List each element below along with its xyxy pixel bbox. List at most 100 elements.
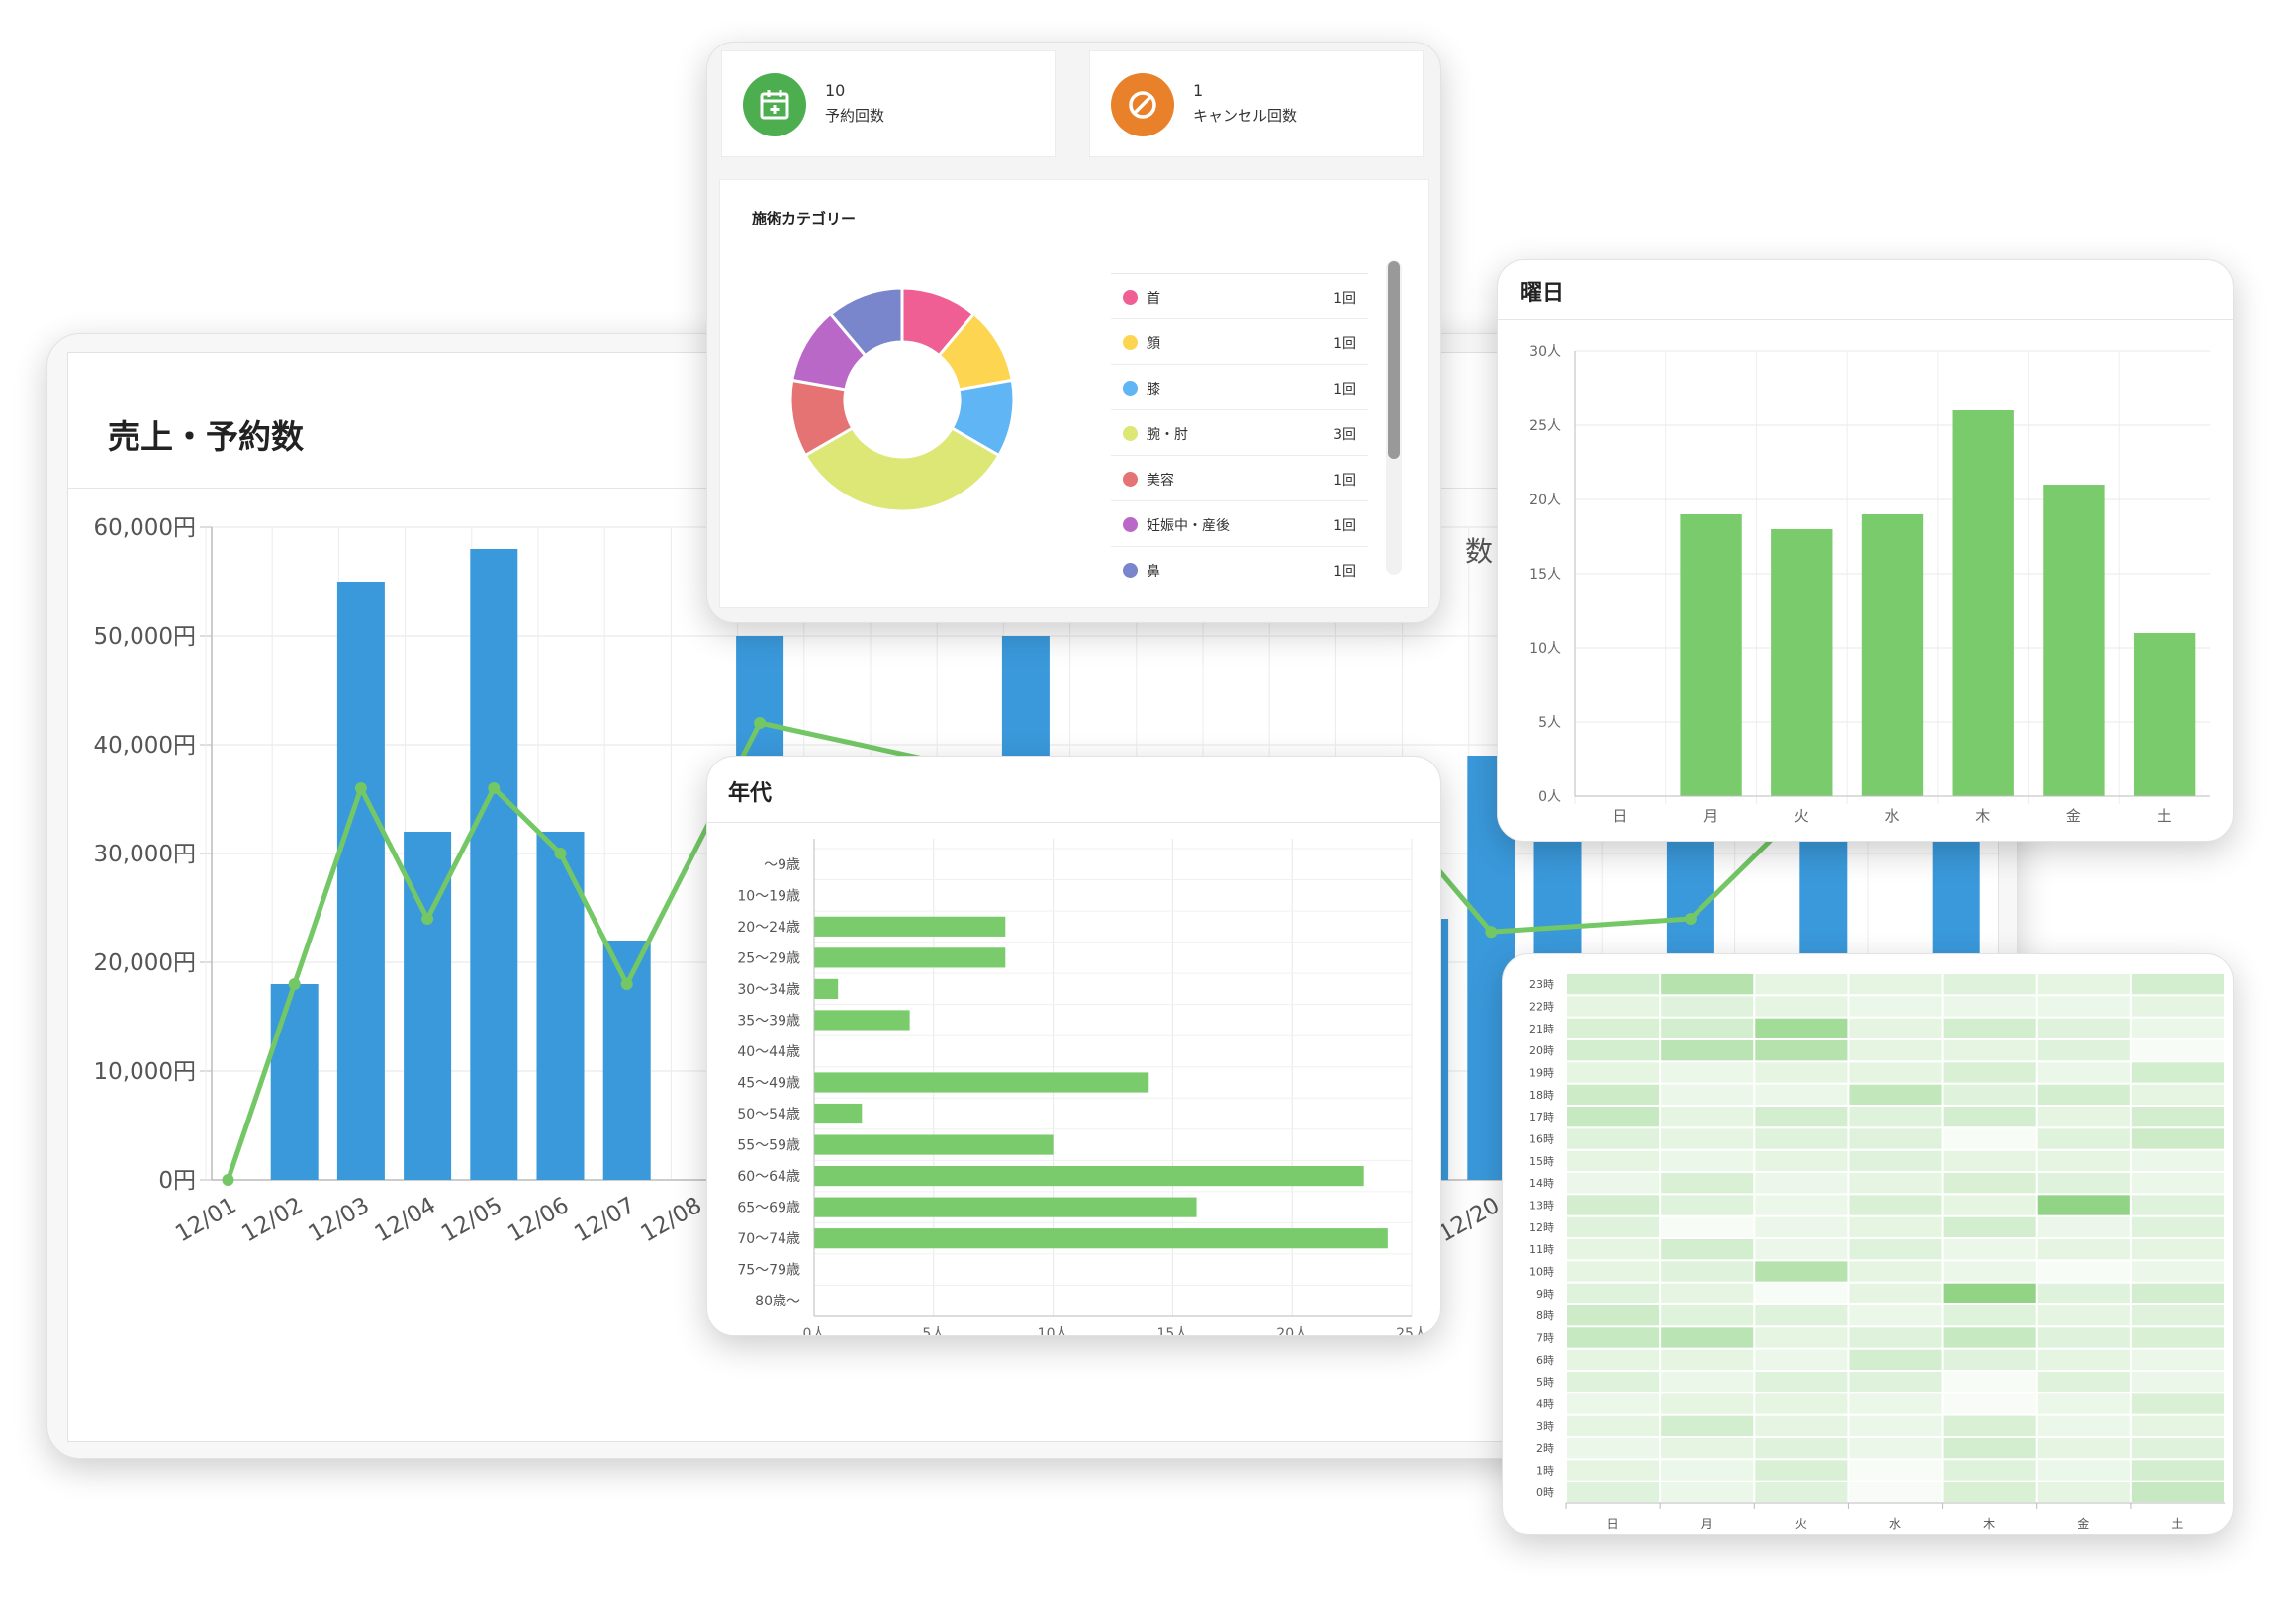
heatmap-hour-label: 3時 <box>1536 1420 1554 1433</box>
heatmap-cell <box>1661 1349 1754 1370</box>
heatmap-cell <box>1755 1018 1848 1038</box>
heatmap-cell <box>1661 1216 1754 1237</box>
heatmap-cell <box>1567 1062 1660 1083</box>
heatmap-cell <box>1661 1107 1754 1127</box>
heatmap-cell <box>1567 1372 1660 1392</box>
legend-swatch <box>1123 426 1138 441</box>
category-legend: 首 1回顔 1回膝 1回 腕・肘 3回 美容 1回 妊娠中・産後 1回鼻 1回 <box>1111 273 1368 584</box>
heatmap-cell <box>2037 1084 2130 1105</box>
heatmap-cell <box>1943 996 2036 1017</box>
heatmap-hour-label: 10時 <box>1529 1266 1554 1279</box>
heatmap-cell <box>1661 1415 1754 1436</box>
age-card: 年代 0人 5人 10人 15人 20人 25人 〜9歳 10〜19歳 20〜24歳 25〜29歳… <box>706 756 1441 1336</box>
heatmap-cell <box>1943 1438 2036 1459</box>
heatmap-cell <box>1567 1261 1660 1282</box>
bookings-line <box>226 720 1957 1181</box>
weekday-y-tick-label: 30人 <box>1529 344 1561 360</box>
legend-item: 腕・肘 3回 <box>1111 410 1368 456</box>
heatmap-cell <box>1755 1150 1848 1171</box>
heatmap-cell <box>1661 1173 1754 1194</box>
heatmap-cell <box>2131 1482 2224 1502</box>
heatmap-cell <box>1567 1438 1660 1459</box>
heatmap-cell <box>1849 1216 1942 1237</box>
heatmap-cell <box>1849 1372 1942 1392</box>
heatmap-cell <box>1849 1128 1942 1149</box>
age-y-tick-label: 75〜79歳 <box>737 1263 800 1279</box>
heatmap-cell <box>1943 1460 2036 1481</box>
sales-x-tick-label: 12/06 <box>504 1193 573 1248</box>
heatmap-cell <box>1661 1261 1754 1282</box>
legend-swatch <box>1123 472 1138 487</box>
heatmap-cell <box>2131 1040 2224 1061</box>
heatmap-hour-label: 7時 <box>1536 1332 1554 1345</box>
heatmap-hour-label: 21時 <box>1529 1023 1554 1035</box>
heatmap-cell <box>1755 1062 1848 1083</box>
sales-y-tick-label: 0円 <box>158 1168 196 1194</box>
weekday-x-tick-label: 火 <box>1794 807 1809 825</box>
heatmap-cell <box>1755 1482 1848 1502</box>
weekday-bar <box>1771 529 1833 796</box>
age-bar <box>814 947 1006 968</box>
heatmap-cell <box>2037 1128 2130 1149</box>
sales-x-tick-label: 12/04 <box>371 1193 440 1248</box>
heatmap-cell <box>2037 1438 2130 1459</box>
age-bar <box>814 978 839 999</box>
heatmap-cell <box>1943 1173 2036 1194</box>
hour-weekday-heatmap: 23時 22時 21時 20時 19時 18時 17時 16時 15時 14時 13時 12時 11時 1… <box>1529 974 2225 1531</box>
heatmap-cell <box>2037 1150 2130 1171</box>
heatmap-cell <box>2131 1393 2224 1414</box>
age-y-tick-label: 55〜59歳 <box>737 1138 800 1154</box>
heatmap-cell <box>1661 1040 1754 1061</box>
heatmap-cell <box>1755 974 1848 995</box>
heatmap-day-label: 水 <box>1889 1517 1901 1531</box>
weekday-title-divider <box>1498 319 2233 320</box>
age-y-tick-label: 45〜49歳 <box>737 1076 800 1092</box>
heatmap-day-label: 土 <box>2171 1517 2183 1531</box>
heatmap-cell <box>1943 1195 2036 1215</box>
age-x-tick-label: 0人 <box>803 1326 826 1336</box>
legend-scrollbar-thumb[interactable] <box>1388 261 1400 459</box>
heatmap-cell <box>1943 1349 2036 1370</box>
heatmap-cell <box>2037 1482 2130 1502</box>
heatmap-cell <box>1943 1372 2036 1392</box>
heatmap-cell <box>2037 1216 2130 1237</box>
heatmap-cell <box>2037 1460 2130 1481</box>
heatmap-cell <box>1849 1239 1942 1260</box>
age-y-tick-label: 〜9歳 <box>764 857 800 873</box>
weekday-y-tick-label: 25人 <box>1529 418 1561 434</box>
heatmap-cell <box>1755 1393 1848 1414</box>
age-y-tick-label: 60〜64歳 <box>737 1169 800 1185</box>
sales-y-tick-label: 40,000円 <box>94 733 196 759</box>
age-y-tick-label: 80歳〜 <box>755 1294 800 1309</box>
bookings-point <box>620 978 633 990</box>
heatmap-cell <box>1849 1084 1942 1105</box>
legend-label: 腕・肘 <box>1147 427 1188 443</box>
heatmap-cell <box>1849 1173 1942 1194</box>
heatmap-cell <box>1661 1150 1754 1171</box>
heatmap-cell <box>1943 1283 2036 1303</box>
heatmap-day-label: 金 <box>2077 1516 2089 1531</box>
heatmap-cell <box>1567 1482 1660 1502</box>
age-y-tick-label: 25〜29歳 <box>737 950 800 966</box>
heatmap-cell <box>1755 1239 1848 1260</box>
weekday-x-tick-label: 月 <box>1703 807 1718 825</box>
bookings-point <box>488 782 501 794</box>
age-x-tick-label: 20人 <box>1276 1326 1308 1336</box>
heatmap-cell <box>1567 1393 1660 1414</box>
heatmap-cell <box>2037 1327 2130 1348</box>
heatmap-hour-label: 1時 <box>1536 1465 1554 1478</box>
age-bar <box>814 1103 863 1124</box>
heatmap-cell <box>2131 1283 2224 1303</box>
heatmap-cell <box>1661 1239 1754 1260</box>
heatmap-hour-label: 20時 <box>1529 1044 1554 1057</box>
heatmap-cell <box>2037 1107 2130 1127</box>
weekday-x-tick-label: 金 <box>2066 807 2081 825</box>
heatmap-cell <box>1755 1128 1848 1149</box>
heatmap-cell <box>1849 1393 1942 1414</box>
legend-item: 膝 1回 <box>1111 365 1368 410</box>
weekday-card: 曜日 0人 5人 10人 15人 20人 25人 30人日 月 火 水 木 金 土 <box>1497 259 2234 842</box>
legend-swatch <box>1123 335 1138 350</box>
legend-value: 1回 <box>1333 473 1356 489</box>
heatmap-cell <box>1755 1372 1848 1392</box>
